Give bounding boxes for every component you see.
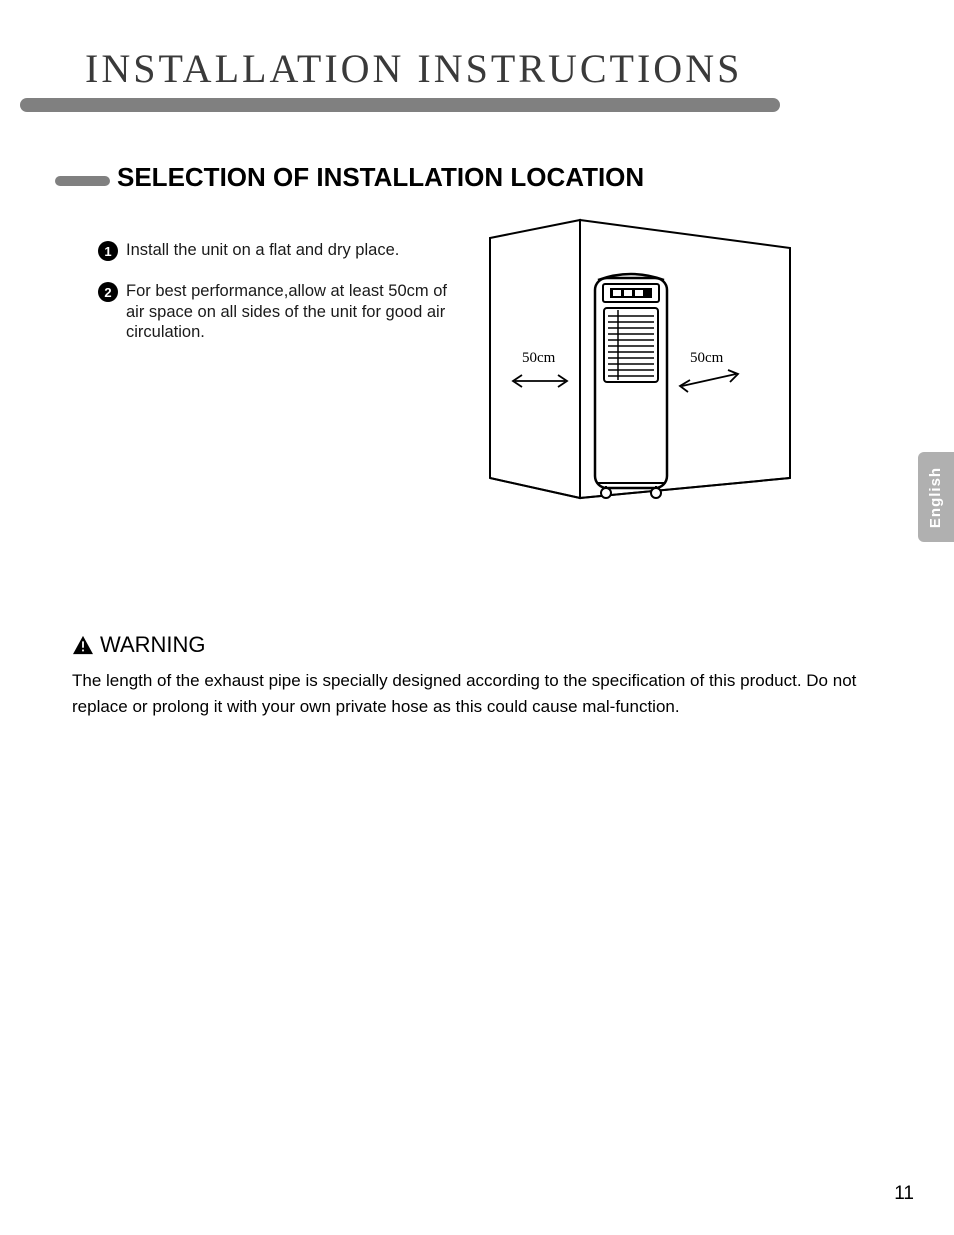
title-divider-bar <box>20 98 780 112</box>
language-tab-label: English <box>928 466 945 527</box>
warning-label: WARNING <box>100 632 206 658</box>
warning-triangle-icon <box>72 635 94 655</box>
step-number-badge: 1 <box>98 241 118 261</box>
warning-text: The length of the exhaust pipe is specia… <box>72 668 882 719</box>
diagram-left-label: 50cm <box>522 350 556 366</box>
page-title: INSTALLATION INSTRUCTIONS <box>85 45 742 92</box>
language-side-tab: English <box>918 452 954 542</box>
section-bullet-bar <box>55 176 110 186</box>
section-title: SELECTION OF INSTALLATION LOCATION <box>117 162 644 193</box>
diagram-right-label: 50cm <box>690 350 724 366</box>
warning-block: WARNING The length of the exhaust pipe i… <box>72 632 882 719</box>
warning-header: WARNING <box>72 632 882 658</box>
step-number-badge: 2 <box>98 282 118 302</box>
step-text: For best performance,allow at least 50cm… <box>126 281 468 343</box>
page-number: 11 <box>894 1183 914 1205</box>
installation-diagram: 50cm 50cm <box>480 218 800 528</box>
step-list: 1 Install the unit on a flat and dry pla… <box>98 240 468 363</box>
step-text: Install the unit on a flat and dry place… <box>126 240 399 261</box>
step-item: 1 Install the unit on a flat and dry pla… <box>98 240 468 261</box>
step-item: 2 For best performance,allow at least 50… <box>98 281 468 343</box>
